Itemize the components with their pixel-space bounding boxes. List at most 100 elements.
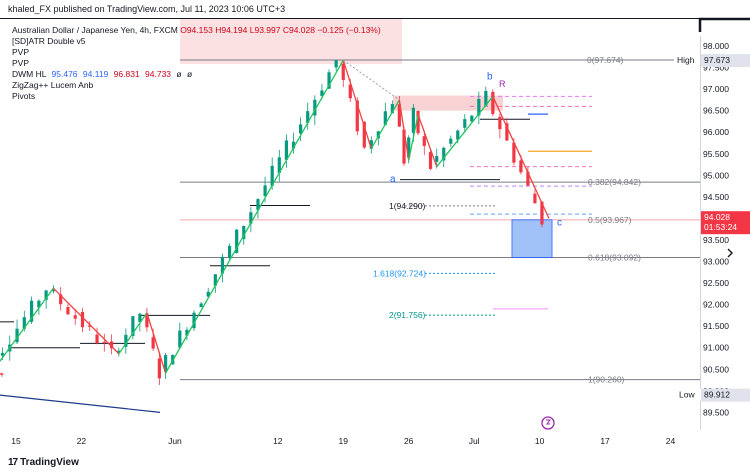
candle-body [477, 98, 481, 116]
candle-body [124, 334, 128, 347]
candle-body [306, 111, 310, 123]
candle-body [383, 111, 387, 125]
fib-level-label: 0.5(93.967) [588, 215, 632, 225]
candle-body [369, 140, 373, 149]
candle-body [249, 212, 253, 224]
candle-body [80, 312, 85, 328]
legend-dwm-value: ø [176, 69, 182, 79]
candle-body [235, 229, 239, 253]
legend-dwm-row[interactable]: DWM HL 95.476 94.119 96.831 94.733 ø ø [12, 69, 381, 80]
candle-body [390, 104, 394, 114]
candle-body [151, 337, 155, 349]
top-right-corner-marker [698, 17, 750, 32]
price-tick-label: 96.500 [703, 106, 729, 116]
candle-body [95, 334, 99, 344]
candle-body [362, 121, 366, 148]
legend-low: L93.997 [249, 25, 281, 35]
candle-body [540, 201, 544, 225]
fib-extension-label: 2(91.756) [389, 310, 426, 320]
candle-body [428, 151, 433, 169]
candle-body [242, 225, 246, 240]
candle-body [192, 312, 196, 329]
tradingview-logo-icon: 17 [8, 457, 18, 468]
candle-body [145, 313, 149, 328]
fib-level-label: 1(90.260) [588, 375, 625, 385]
candle-body [277, 157, 281, 173]
price-tick-label: 90.500 [703, 364, 729, 374]
time-tick-label: 24 [666, 436, 676, 446]
legend-indicator[interactable]: PVP [12, 58, 30, 68]
candle-body [185, 329, 189, 336]
fib-extension-label: 1(94.290) [389, 201, 426, 211]
candle-body [291, 141, 296, 149]
time-tick-label: 17 [600, 436, 610, 446]
candle-body [327, 72, 331, 89]
candle-body [416, 111, 420, 134]
price-tick-label: 97.000 [703, 84, 729, 94]
candle-body [178, 330, 182, 348]
candle-body [456, 130, 460, 140]
legend-pivots[interactable]: Pivots [12, 91, 36, 101]
current-price-badge-text: 01:53:24 [704, 222, 737, 232]
legend-dwm-value: 95.476 [51, 69, 78, 79]
candle-body [320, 90, 324, 96]
candle-body [59, 294, 63, 305]
candle-body [442, 147, 446, 161]
candle-body [313, 99, 317, 116]
candle-body [0, 352, 5, 356]
zigzag-segment [398, 99, 410, 161]
zigzag-connector [342, 59, 400, 101]
legend-high: H94.194 [215, 25, 248, 35]
zigzag-segment [417, 114, 438, 167]
legend-open: O94.153 [180, 25, 213, 35]
high-value-badge-bg [701, 54, 750, 68]
candle-body [463, 119, 467, 128]
high-label: High [677, 55, 695, 65]
zigzag-segment [370, 99, 400, 149]
zigzag-segment [492, 96, 550, 219]
target-zone-box [511, 219, 553, 259]
time-tick-label: Jun [168, 436, 182, 446]
time-tick-label: 26 [404, 436, 414, 446]
candle-body [164, 355, 168, 372]
candle-body [411, 107, 415, 133]
high-value-badge-text: 97.673 [704, 55, 730, 65]
published-line: khaled_FX published on TradingView.com, … [8, 4, 286, 14]
candle-body [470, 115, 474, 122]
price-tick-label: 93.000 [703, 257, 729, 267]
price-tick-label: 91.000 [703, 343, 729, 353]
event-marker-glyph [546, 419, 551, 425]
price-tick-label: 95.000 [703, 170, 729, 180]
fib-level-label: 0.382(94.842) [588, 177, 641, 187]
zigzag-segment [52, 287, 120, 355]
zigzag-segment [146, 312, 167, 374]
candle-body [512, 142, 516, 163]
candle-body [348, 84, 352, 99]
candle-body [505, 123, 509, 141]
time-tick-label: 10 [535, 436, 545, 446]
legend-zigzag[interactable]: ZigZag++ Lucem Anb [12, 80, 94, 90]
legend-highlight-zone [180, 18, 402, 64]
legend-change: −0.125 (−0.13%) [317, 25, 381, 35]
legend-indicator[interactable]: PVP [12, 47, 30, 57]
candle-body [66, 307, 70, 315]
candle-body [131, 316, 135, 336]
candle-body [37, 300, 41, 308]
price-tick-label: 96.000 [703, 127, 729, 137]
candle-body [402, 129, 406, 164]
candle-body [334, 60, 338, 68]
price-tick-label: 92.500 [703, 278, 729, 288]
legend-indicator[interactable]: [SD]ATR Double v5 [12, 36, 86, 46]
candle-body [519, 160, 523, 173]
high-label-bg [674, 54, 700, 67]
zigzag-segment [436, 96, 494, 168]
candle-body [263, 185, 267, 197]
candle-body [109, 341, 114, 349]
candle-body [407, 137, 411, 158]
candle-body [44, 290, 48, 300]
candle-body [157, 358, 161, 379]
chart-legend: Australian Dollar / Japanese Yen, 4h, FX… [12, 25, 381, 102]
low-label-bg [677, 388, 701, 401]
